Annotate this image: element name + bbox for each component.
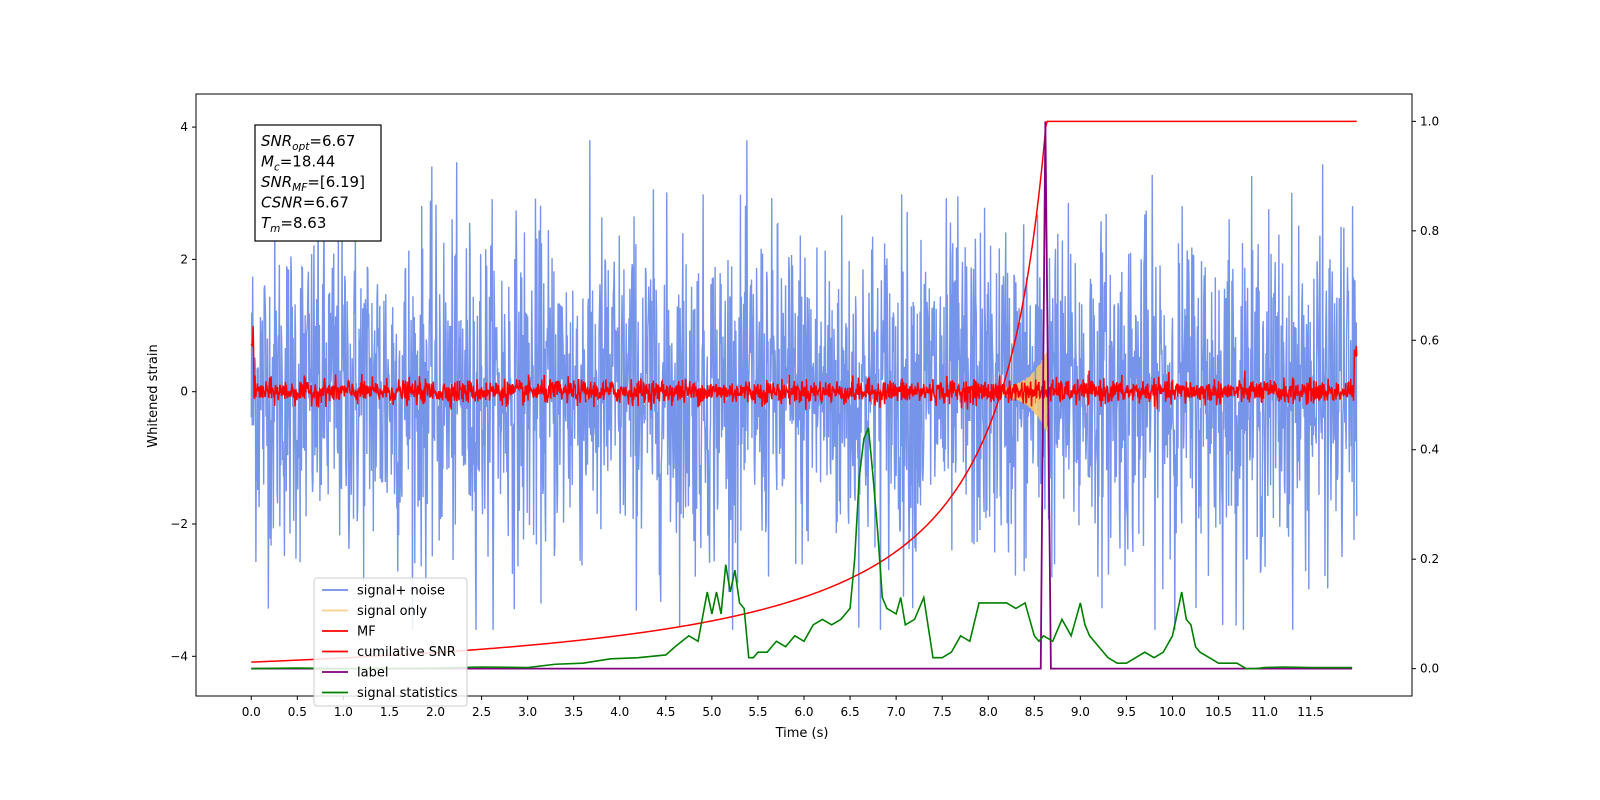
x-tick-label: 8.5 xyxy=(1025,705,1044,719)
x-tick-label: 0.0 xyxy=(242,705,261,719)
info-box-row: Mc=18.44 xyxy=(261,153,335,174)
info-box-row-sub: MF xyxy=(292,182,308,194)
info-box: SNRopt=6.67Mc=18.44SNRMF=[6.19]CSNR=6.67… xyxy=(254,124,382,242)
info-box-row-base: T xyxy=(261,214,272,232)
info-box-row-value: =[6.19] xyxy=(307,173,365,191)
x-tick-label: 7.5 xyxy=(933,705,952,719)
y-left-tick-label: 2 xyxy=(180,252,188,266)
legend-entry: MF xyxy=(357,625,376,640)
info-box-row-value: =18.44 xyxy=(280,153,336,171)
x-tick-label: 1.0 xyxy=(334,705,353,719)
x-tick-label: 9.5 xyxy=(1117,705,1136,719)
x-tick-label: 3.5 xyxy=(564,705,583,719)
legend-entry: cumilative SNR xyxy=(357,645,456,660)
x-tick-label: 2.0 xyxy=(426,705,445,719)
legend-frame xyxy=(313,577,468,707)
y-left-tick-label: −2 xyxy=(170,517,188,531)
x-tick-label: 1.5 xyxy=(380,705,399,719)
info-box-row-sub: c xyxy=(274,162,280,174)
x-tick-label: 11.5 xyxy=(1297,705,1324,719)
info-box-row-base: CSNR xyxy=(261,194,303,212)
legend-entry: signal only xyxy=(357,604,427,619)
x-tick-label: 6.5 xyxy=(841,705,860,719)
info-box-row-value: =6.67 xyxy=(303,194,349,212)
y-right-tick-label: 0.2 xyxy=(1420,552,1439,566)
x-tick-label: 0.5 xyxy=(288,705,307,719)
x-tick-label: 5.0 xyxy=(702,705,721,719)
x-tick-label: 11.0 xyxy=(1251,705,1278,719)
y-right-tick-label: 0.8 xyxy=(1420,224,1439,238)
info-box-row: CSNR=6.67 xyxy=(261,194,349,212)
info-box-row-base: M xyxy=(261,153,274,171)
y-axis-left: 4 2 0 −2 −4 xyxy=(170,120,196,663)
x-tick-label: 10.0 xyxy=(1159,705,1186,719)
y-axis-right: 1.0 0.8 0.6 0.4 0.2 0.0 xyxy=(1412,114,1439,676)
legend-entry: signal+ noise xyxy=(357,584,445,599)
x-tick-label: 9.0 xyxy=(1071,705,1090,719)
x-tick-label: 7.0 xyxy=(887,705,906,719)
y-right-tick-label: 0.4 xyxy=(1420,443,1439,457)
legend-entry: signal statistics xyxy=(357,686,458,701)
info-box-row-sub: m xyxy=(270,223,280,235)
info-box-row: SNRMF=[6.19] xyxy=(261,173,365,194)
info-box-row-base: SNR xyxy=(261,173,292,191)
info-box-frame xyxy=(254,124,382,242)
y-left-tick-label: 0 xyxy=(180,385,188,399)
y-left-tick-label: −4 xyxy=(170,649,188,663)
info-box-row: Tm=8.63 xyxy=(261,214,326,235)
info-box-row-sub: opt xyxy=(292,141,310,153)
series-signal-noise xyxy=(250,140,1358,630)
x-tick-label: 3.0 xyxy=(518,705,537,719)
series-mf xyxy=(250,326,1358,411)
x-tick-label: 6.0 xyxy=(794,705,813,719)
legend-entry: label xyxy=(357,666,388,681)
legend: signal+ noise signal only MF cumilative SNR… xyxy=(313,577,468,707)
info-box-row-value: =8.63 xyxy=(280,214,326,232)
x-tick-label: 5.5 xyxy=(748,705,767,719)
info-box-row: SNRopt=6.67 xyxy=(261,132,355,153)
x-tick-label: 4.5 xyxy=(656,705,675,719)
x-tick-label: 10.5 xyxy=(1205,705,1232,719)
y-left-tick-label: 4 xyxy=(180,120,188,134)
x-axis: 0.0 0.5 1.0 1.5 2.0 2.5 3.0 3.5 4.0 4.5 5.0 5.5 6.0 6… xyxy=(242,696,1324,719)
y-right-tick-label: 0.0 xyxy=(1420,662,1439,676)
series-label xyxy=(251,121,1353,670)
x-tick-label: 2.5 xyxy=(472,705,491,719)
y-axis-label: Whitened strain xyxy=(146,344,161,447)
info-box-row-base: SNR xyxy=(261,132,292,150)
x-tick-label: 8.0 xyxy=(979,705,998,719)
series-signal-statistics xyxy=(251,427,1353,670)
info-box-row-value: =6.67 xyxy=(309,132,355,150)
x-axis-label: Time (s) xyxy=(775,726,829,741)
y-right-tick-label: 1.0 xyxy=(1420,114,1439,128)
y-right-tick-label: 0.6 xyxy=(1420,333,1439,347)
x-tick-label: 4.0 xyxy=(610,705,629,719)
